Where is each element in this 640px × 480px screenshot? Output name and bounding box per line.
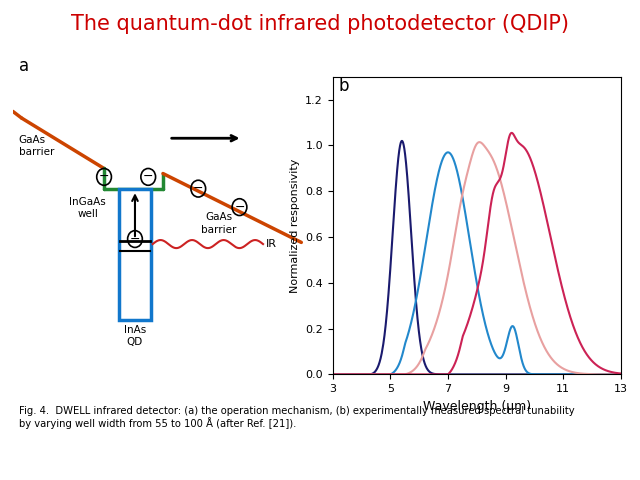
Text: −: −	[234, 201, 244, 214]
Text: InGaAs
well: InGaAs well	[70, 197, 106, 219]
Text: InAs
QD: InAs QD	[124, 325, 146, 347]
Text: −: −	[130, 232, 140, 246]
Text: a: a	[19, 57, 29, 75]
Bar	[119, 189, 151, 320]
Text: −: −	[143, 170, 154, 183]
Text: −: −	[99, 170, 109, 183]
Text: GaAs
barrier: GaAs barrier	[201, 212, 237, 235]
X-axis label: Wavelength (μm): Wavelength (μm)	[423, 400, 531, 413]
Y-axis label: Normalized responsivity: Normalized responsivity	[290, 158, 300, 293]
Text: IR: IR	[266, 239, 277, 249]
Text: The quantum-dot infrared photodetector (QDIP): The quantum-dot infrared photodetector (…	[71, 14, 569, 35]
Text: b: b	[339, 77, 349, 95]
Text: GaAs
barrier: GaAs barrier	[19, 135, 54, 157]
Text: −: −	[193, 182, 204, 195]
Text: Fig. 4.  DWELL infrared detector: (a) the operation mechanism, (b) experimentall: Fig. 4. DWELL infrared detector: (a) the…	[19, 406, 575, 430]
